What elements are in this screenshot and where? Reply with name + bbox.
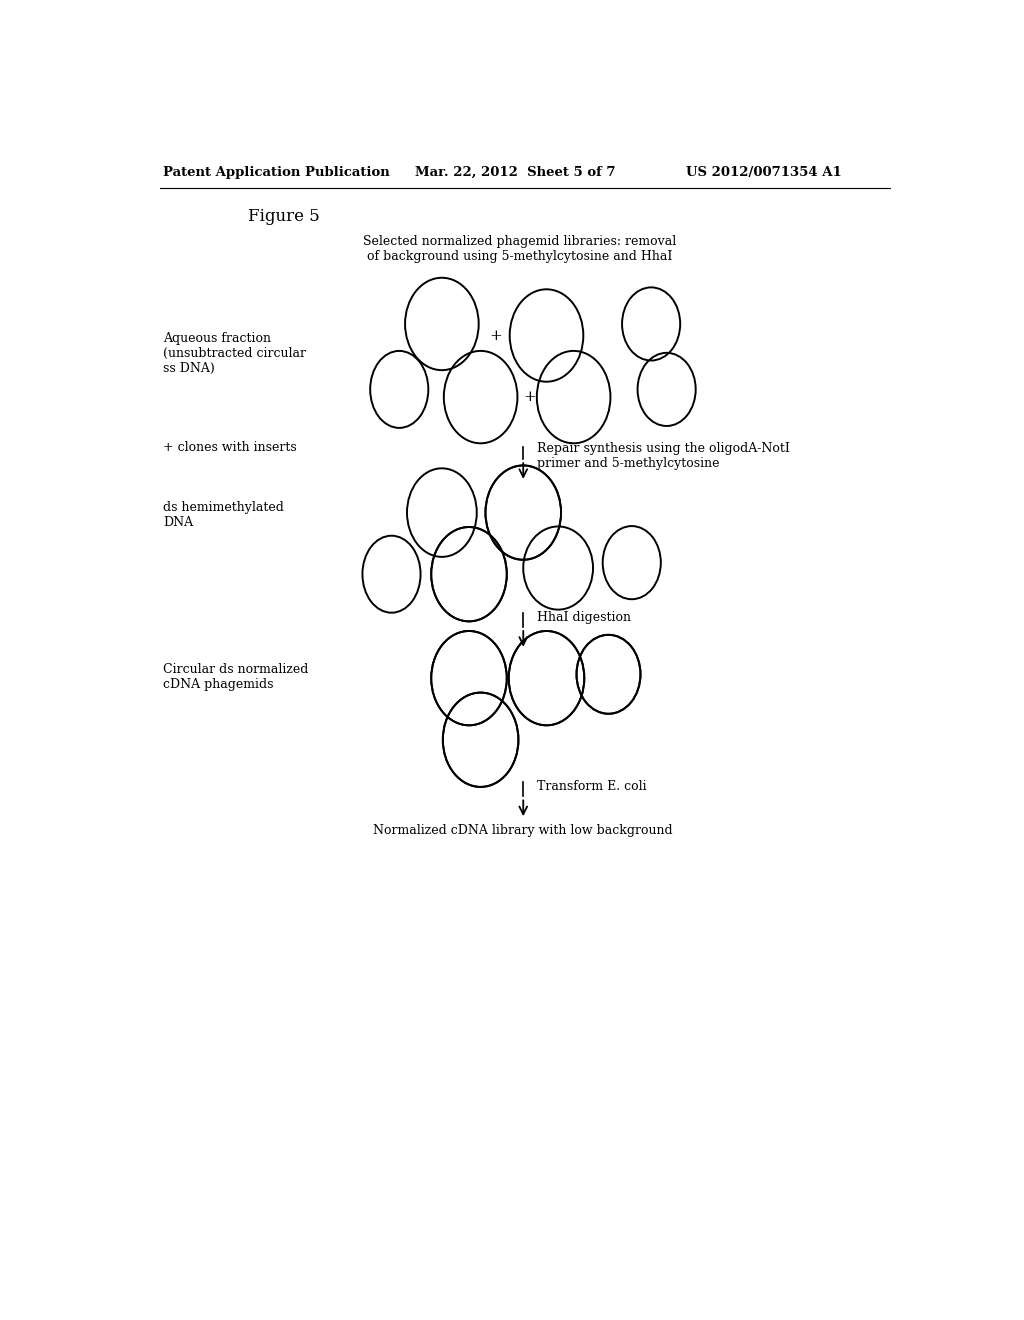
Text: Circular ds normalized
cDNA phagemids: Circular ds normalized cDNA phagemids [163, 663, 308, 690]
Text: HhaI digestion: HhaI digestion [538, 611, 631, 624]
Text: + clones with inserts: + clones with inserts [163, 441, 297, 454]
Text: Patent Application Publication: Patent Application Publication [163, 166, 389, 180]
Text: +: + [489, 329, 503, 342]
Text: Transform E. coli: Transform E. coli [538, 780, 647, 793]
Text: Mar. 22, 2012  Sheet 5 of 7: Mar. 22, 2012 Sheet 5 of 7 [415, 166, 615, 180]
Text: Aqueous fraction
(unsubtracted circular
ss DNA): Aqueous fraction (unsubtracted circular … [163, 331, 306, 375]
Text: Normalized cDNA library with low background: Normalized cDNA library with low backgro… [374, 825, 673, 837]
Text: US 2012/0071354 A1: US 2012/0071354 A1 [686, 166, 842, 180]
Text: +: + [523, 391, 536, 404]
Text: Selected normalized phagemid libraries: removal
of background using 5-methylcyto: Selected normalized phagemid libraries: … [362, 235, 676, 264]
Text: ds hemimethylated
DNA: ds hemimethylated DNA [163, 502, 284, 529]
Text: Figure 5: Figure 5 [248, 209, 319, 226]
Text: Repair synthesis using the oligodA-NotI
primer and 5-methylcytosine: Repair synthesis using the oligodA-NotI … [538, 442, 791, 470]
